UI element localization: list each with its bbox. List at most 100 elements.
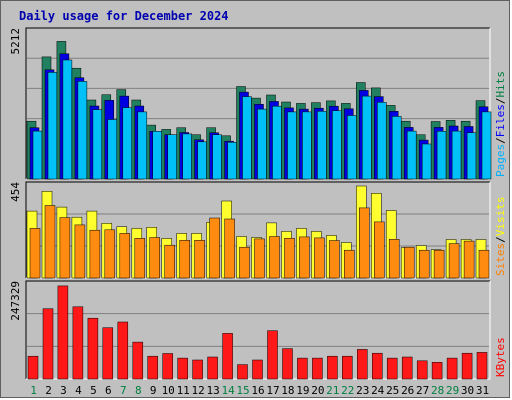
bar-kbytes-day-22 (342, 355, 353, 380)
bar-sites-day-15 (239, 246, 250, 279)
bar-sites-day-13 (209, 217, 220, 279)
bar-kbytes-day-23 (357, 349, 368, 380)
panel-2-border-dark (25, 181, 490, 278)
bar-pages-day-26 (406, 130, 417, 180)
panel-3-legend: KBytes (494, 337, 507, 377)
bar-kbytes-day-1 (27, 355, 39, 380)
bar-sites-day-12 (194, 240, 205, 279)
x-tick-label-day-30: 30 (461, 384, 474, 397)
x-tick-label-day-22: 22 (341, 384, 354, 397)
bar-sites-day-11 (179, 240, 190, 279)
bar-kbytes-day-7 (117, 321, 129, 380)
bar-pages-day-29 (451, 130, 462, 180)
x-tick-label-day-27: 27 (416, 384, 429, 397)
bar-pages-day-16 (257, 108, 267, 180)
bar-sites-day-31 (478, 249, 490, 279)
x-tick-label-day-25: 25 (386, 384, 399, 397)
bar-kbytes-day-31 (476, 352, 488, 380)
x-tick-label-day-3: 3 (60, 384, 67, 397)
x-tick-label-day-10: 10 (162, 384, 175, 397)
x-tick-label-day-4: 4 (75, 384, 82, 397)
x-tick-label-day-20: 20 (311, 384, 324, 397)
bar-pages-day-5 (92, 109, 103, 180)
panel-2-legend: Sites/Visits (494, 197, 507, 277)
bar-pages-day-21 (332, 110, 342, 180)
bar-sites-day-20 (314, 237, 325, 279)
bar-sites-day-27 (418, 249, 430, 279)
bar-sites-day-14 (224, 218, 235, 279)
bar-sites-day-16 (254, 238, 265, 279)
panel-3-border-dark (25, 280, 490, 379)
x-tick-label-day-13: 13 (206, 384, 219, 397)
bar-kbytes-day-25 (386, 357, 398, 380)
bar-kbytes-day-24 (372, 352, 383, 380)
bar-pages-day-23 (362, 95, 372, 180)
bar-sites-day-10 (164, 244, 175, 279)
bar-pages-day-31 (481, 111, 492, 180)
bar-sites-day-3 (59, 217, 71, 279)
x-tick-label-day-18: 18 (281, 384, 294, 397)
legend-item-kbytes: KBytes (494, 337, 507, 377)
bar-kbytes-day-19 (297, 357, 308, 380)
bar-kbytes-day-30 (461, 352, 473, 380)
bar-sites-day-2 (44, 205, 56, 279)
legend-item-hits: Hits (494, 71, 507, 98)
bar-pages-day-11 (182, 133, 192, 180)
panel-1-border-dark (25, 27, 490, 179)
bar-sites-day-30 (463, 240, 475, 279)
bar-kbytes-day-27 (416, 360, 428, 380)
bar-sites-day-24 (374, 221, 385, 279)
bar-pages-day-28 (436, 131, 447, 180)
bar-pages-day-19 (302, 111, 312, 180)
x-tick-label-day-19: 19 (296, 384, 309, 397)
bar-pages-day-15 (242, 96, 252, 180)
bar-kbytes-day-21 (327, 355, 338, 380)
x-tick-label-day-5: 5 (90, 384, 97, 397)
bar-pages-day-4 (77, 81, 88, 180)
bar-sites-day-26 (403, 246, 415, 279)
bar-kbytes-day-18 (282, 348, 293, 380)
bar-sites-day-7 (119, 233, 131, 279)
bar-sites-day-21 (329, 240, 340, 279)
legend-item-visits: Visits (494, 197, 507, 237)
bar-kbytes-day-17 (267, 330, 278, 380)
bar-kbytes-day-15 (237, 364, 248, 380)
chart-title: Daily usage for December 2024 (19, 9, 229, 23)
bar-pages-day-13 (212, 134, 222, 180)
x-tick-label-day-12: 12 (191, 384, 204, 397)
panel-1-ymax-label: 5212 (9, 28, 22, 55)
x-tick-label-day-2: 2 (45, 384, 52, 397)
bar-pages-day-2 (47, 72, 58, 180)
x-tick-label-day-28: 28 (431, 384, 444, 397)
legend-separator: / (494, 98, 507, 105)
bar-sites-day-23 (359, 207, 370, 279)
bar-kbytes-day-3 (57, 285, 69, 380)
bar-pages-day-25 (391, 116, 402, 180)
bar-pages-day-24 (377, 102, 387, 180)
x-tick-label-day-29: 29 (446, 384, 459, 397)
x-tick-label-day-7: 7 (120, 384, 127, 397)
bar-kbytes-day-16 (252, 359, 263, 380)
bar-pages-day-9 (152, 131, 162, 180)
bar-sites-day-19 (299, 236, 310, 279)
bar-pages-day-7 (122, 107, 133, 180)
x-tick-label-day-21: 21 (326, 384, 339, 397)
bar-sites-day-22 (344, 249, 355, 279)
panel-2-ymax-label: 454 (9, 182, 22, 202)
legend-separator: / (494, 236, 507, 243)
bar-sites-day-4 (74, 224, 86, 279)
x-tick-label-day-23: 23 (356, 384, 369, 397)
legend-item-files: Files (494, 104, 507, 137)
x-tick-label-day-8: 8 (135, 384, 142, 397)
bar-pages-day-18 (287, 111, 297, 180)
panel-3-ymax-label: 247329 (9, 281, 22, 321)
bar-sites-day-25 (388, 239, 400, 279)
bar-sites-day-9 (149, 237, 160, 279)
bar-kbytes-day-14 (222, 333, 233, 380)
bar-kbytes-day-13 (207, 356, 218, 380)
bar-kbytes-day-29 (446, 357, 458, 380)
bar-kbytes-day-20 (312, 357, 323, 380)
x-tick-label-day-9: 9 (150, 384, 157, 397)
